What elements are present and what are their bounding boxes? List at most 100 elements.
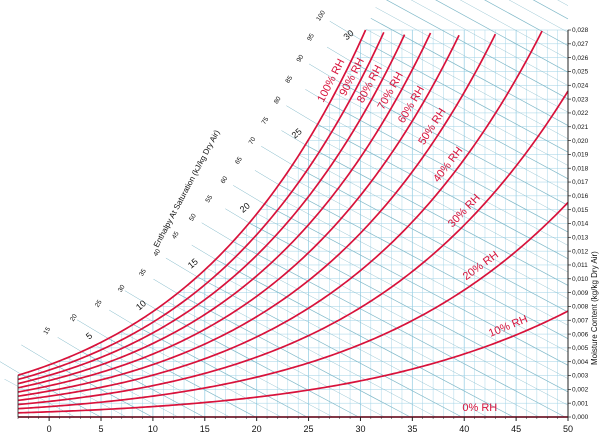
x-tick-label: 30 bbox=[355, 424, 365, 434]
wet-bulb-label: 20 bbox=[238, 201, 252, 215]
enthalpy-axis-label: Enthalpy At Saturation (kJ/kg Dry Air) bbox=[152, 128, 222, 249]
x-tick-label: 25 bbox=[304, 424, 314, 434]
enthalpy-tick-label: 55 bbox=[204, 194, 214, 204]
enthalpy-line bbox=[484, 0, 569, 46]
enthalpy-line bbox=[187, 284, 437, 418]
y-tick-label: 0,008 bbox=[572, 304, 589, 311]
enthalpy-line bbox=[256, 213, 569, 379]
enthalpy-scale-line bbox=[0, 361, 22, 375]
enthalpy-scale-line bbox=[165, 257, 198, 277]
y-tick-label: 0,014 bbox=[572, 221, 589, 228]
enthalpy-scale-line bbox=[326, 46, 352, 62]
y-tick-label: 0,022 bbox=[572, 110, 589, 117]
enthalpy-line bbox=[317, 124, 569, 260]
enthalpy-line bbox=[385, 0, 569, 100]
enthalpy-tick-label: 65 bbox=[234, 156, 244, 166]
rh-curve-10 bbox=[17, 310, 569, 414]
enthalpy-scale-line bbox=[286, 105, 318, 125]
x-tick-label: 0 bbox=[47, 424, 52, 434]
enthalpy-line bbox=[144, 316, 333, 418]
enthalpy-line bbox=[215, 259, 514, 418]
enthalpy-line bbox=[95, 345, 230, 418]
wet-bulb-label: 10 bbox=[134, 298, 148, 312]
enthalpy-line bbox=[264, 203, 569, 366]
enthalpy-line bbox=[241, 232, 569, 406]
enthalpy-tick-label: 80 bbox=[273, 95, 283, 105]
enthalpy-line bbox=[370, 17, 569, 126]
enthalpy-scale-line bbox=[109, 309, 134, 325]
y-tick-label: 0,006 bbox=[572, 331, 589, 338]
rh-curve-100 bbox=[17, 29, 367, 377]
enthalpy-tick-label: 40 bbox=[152, 248, 162, 258]
rh-label-10: 10% RH bbox=[487, 313, 530, 340]
enthalpy-line bbox=[177, 293, 411, 418]
enthalpy-line bbox=[532, 0, 569, 20]
x-tick-label: 10 bbox=[148, 424, 158, 434]
enthalpy-scale-line bbox=[254, 170, 279, 185]
y-tick-label: 0,028 bbox=[572, 27, 589, 34]
enthalpy-scale-line bbox=[191, 244, 216, 260]
rh-curve-80 bbox=[17, 34, 406, 385]
x-tick-label: 15 bbox=[200, 424, 210, 434]
enthalpy-tick-label: 30 bbox=[117, 283, 127, 293]
enthalpy-scale-line bbox=[305, 89, 330, 104]
enthalpy-line bbox=[410, 0, 569, 86]
rh-curve-20 bbox=[17, 201, 569, 410]
y-tick-label: 0,027 bbox=[572, 41, 589, 48]
x-tick-label: 20 bbox=[252, 424, 262, 434]
x-tick-label: 50 bbox=[563, 424, 573, 434]
enthalpy-line bbox=[81, 351, 205, 418]
enthalpy-tick-label: 100 bbox=[315, 9, 327, 22]
enthalpy-scale-line bbox=[201, 222, 234, 242]
enthalpy-scale-line bbox=[281, 130, 306, 146]
enthalpy-line bbox=[197, 276, 462, 418]
y-tick-label: 0,012 bbox=[572, 248, 589, 255]
enthalpy-line bbox=[323, 113, 569, 246]
y-tick-label: 0,010 bbox=[572, 276, 589, 283]
y-tick-label: 0,013 bbox=[572, 235, 589, 242]
enthalpy-line bbox=[459, 0, 569, 60]
enthalpy-line bbox=[360, 39, 569, 153]
enthalpy-tick-label: 25 bbox=[94, 299, 104, 309]
rh-curve-60 bbox=[17, 34, 460, 393]
enthalpy-line-group bbox=[0, 0, 569, 418]
enthalpy-tick-label: 70 bbox=[248, 136, 258, 146]
enthalpy-line bbox=[155, 309, 359, 418]
y-tick-label: 0,026 bbox=[572, 55, 589, 62]
rh-curve-90 bbox=[17, 31, 385, 381]
rh-curve-50 bbox=[17, 33, 497, 398]
y-tick-label: 0,007 bbox=[572, 317, 589, 324]
y-tick-label: 0,020 bbox=[572, 138, 589, 145]
enthalpy-line bbox=[305, 144, 569, 286]
enthalpy-tick-label: 90 bbox=[296, 53, 306, 63]
enthalpy-tick-label: 35 bbox=[138, 268, 148, 278]
y-tick-label: 0,025 bbox=[572, 69, 589, 76]
y-tick-label: 0,017 bbox=[572, 179, 589, 186]
enthalpy-line bbox=[271, 194, 569, 353]
enthalpy-scale-line bbox=[21, 344, 53, 364]
enthalpy-line bbox=[329, 103, 569, 233]
y-tick-label: 0,023 bbox=[572, 96, 589, 103]
enthalpy-tick-label: 45 bbox=[171, 230, 181, 240]
rh-curves bbox=[17, 29, 569, 418]
enthalpy-line bbox=[249, 222, 569, 393]
y-tick-label: 0,024 bbox=[572, 82, 589, 89]
y-tick-label: 0,009 bbox=[572, 290, 589, 297]
enthalpy-line bbox=[365, 28, 569, 140]
enthalpy-line bbox=[67, 357, 179, 418]
enthalpy-scale-line bbox=[225, 208, 250, 224]
enthalpy-line bbox=[334, 92, 569, 219]
enthalpy-line bbox=[224, 250, 540, 418]
enthalpy-lines bbox=[0, 0, 569, 418]
enthalpy-line bbox=[285, 174, 569, 326]
enthalpy-line bbox=[375, 7, 569, 113]
enthalpy-scale-line bbox=[308, 63, 341, 83]
grid-layer bbox=[18, 29, 568, 418]
enthalpy-tick-label: 50 bbox=[188, 212, 198, 222]
enthalpy-line bbox=[345, 71, 569, 193]
y-tick-label: 0,011 bbox=[572, 262, 588, 269]
wet-bulb-label: 5 bbox=[84, 331, 94, 342]
x-tick-label: 5 bbox=[99, 424, 104, 434]
enthalpy-line bbox=[311, 134, 569, 273]
